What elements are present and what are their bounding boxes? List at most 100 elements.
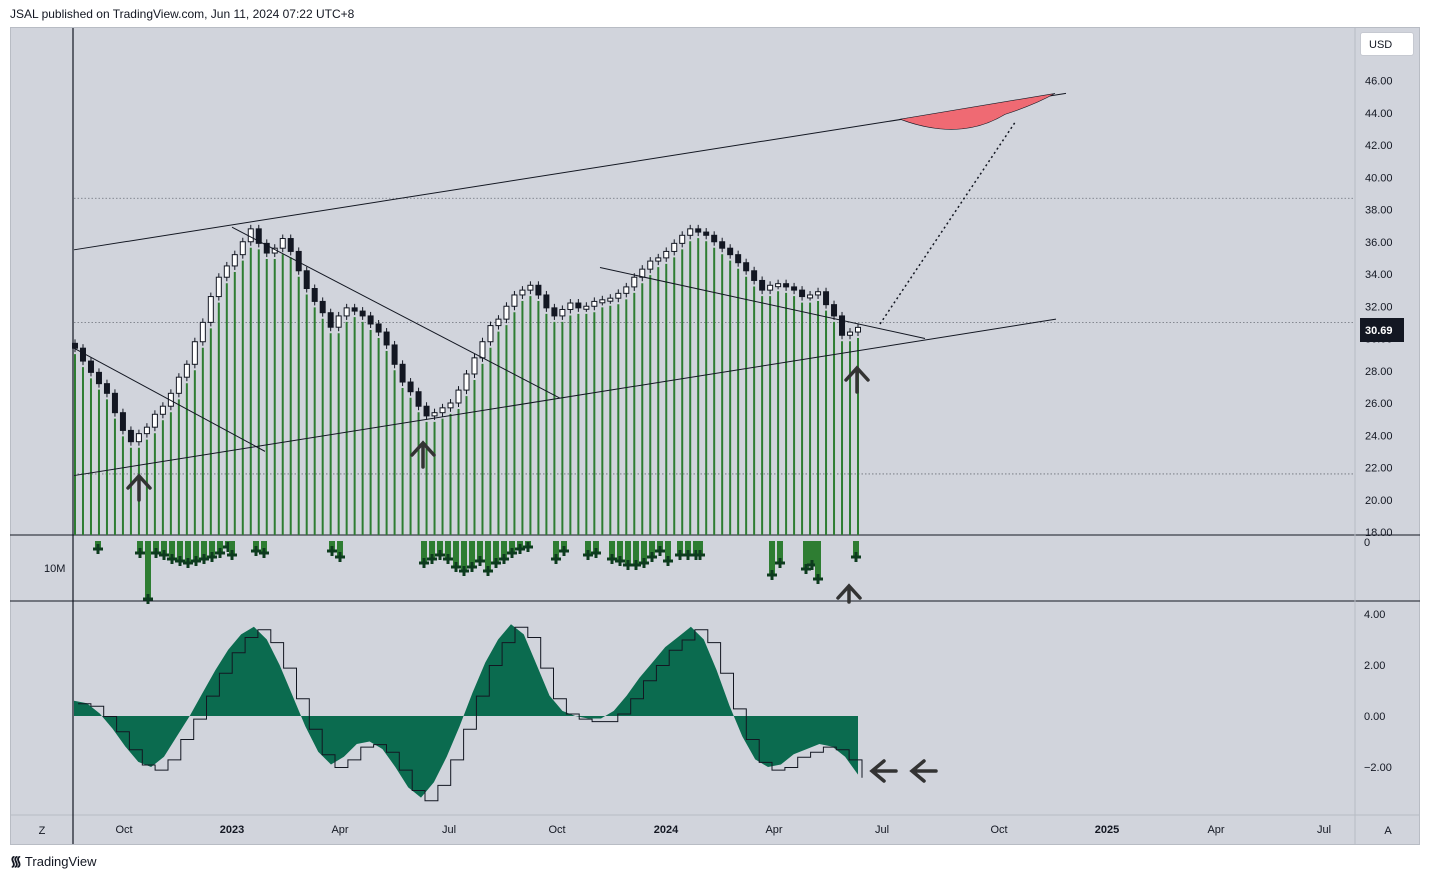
plus-marker-icon bbox=[591, 548, 601, 558]
time-axis-label: Oct bbox=[548, 824, 565, 836]
candle-up bbox=[583, 305, 590, 310]
candle-up bbox=[231, 254, 238, 267]
volume-histogram-bar bbox=[437, 541, 443, 555]
candle-down bbox=[751, 270, 758, 281]
left-arrow-icon bbox=[909, 759, 938, 783]
candle-down bbox=[119, 412, 126, 431]
volume-histogram-bar bbox=[769, 541, 775, 575]
currency-selector[interactable]: USD bbox=[1360, 32, 1414, 56]
volume-histogram-bar bbox=[665, 541, 671, 561]
candle-down bbox=[423, 405, 430, 417]
up-arrow-icon bbox=[844, 365, 870, 394]
candle-down bbox=[783, 283, 790, 288]
volume-histogram-bar bbox=[461, 541, 467, 571]
plus-marker-icon bbox=[227, 550, 237, 560]
volume-histogram-bar bbox=[337, 541, 343, 557]
candle-down bbox=[415, 391, 422, 407]
candle-down bbox=[79, 347, 86, 362]
target-zone bbox=[898, 93, 1056, 130]
oscillator-tick-label: 4.00 bbox=[1364, 609, 1385, 621]
candle-up bbox=[239, 241, 246, 256]
volume-histogram-bar bbox=[685, 541, 691, 555]
candle-down bbox=[743, 262, 750, 272]
candle-up bbox=[191, 341, 198, 365]
candle-up bbox=[687, 228, 694, 236]
tradingview-logo-icon: ᯾ bbox=[10, 853, 22, 869]
plus-marker-icon bbox=[851, 552, 861, 562]
volume-histogram-bar bbox=[193, 541, 199, 561]
plus-marker-icon bbox=[695, 550, 705, 560]
candle-up bbox=[607, 297, 614, 302]
candle-up bbox=[431, 412, 438, 417]
candle-down bbox=[303, 270, 310, 290]
price-tick-label: 20.00 bbox=[1365, 495, 1393, 507]
time-axis-label: Apr bbox=[331, 824, 348, 836]
candle-up bbox=[463, 373, 470, 391]
price-tick-label: 44.00 bbox=[1365, 108, 1393, 120]
volume-histogram-bar bbox=[501, 541, 507, 559]
plus-marker-icon bbox=[327, 546, 337, 556]
candle-down bbox=[87, 360, 94, 373]
up-arrow-icon bbox=[126, 473, 152, 502]
volume-histogram-bar bbox=[161, 541, 167, 555]
candle-up bbox=[847, 331, 854, 336]
candle-up bbox=[471, 357, 478, 375]
volume-histogram-bar bbox=[777, 541, 783, 563]
plus-marker-icon bbox=[663, 556, 673, 566]
candle-down bbox=[711, 234, 718, 243]
candle-down bbox=[551, 307, 558, 317]
time-axis-label: 2024 bbox=[654, 824, 679, 836]
publisher-caption: JSAL published on TradingView.com, Jun 1… bbox=[10, 7, 355, 21]
volume-histogram-bar bbox=[815, 541, 821, 579]
plus-marker-icon bbox=[607, 554, 617, 564]
plus-marker-icon bbox=[647, 552, 657, 562]
volume-histogram-bar bbox=[853, 541, 859, 557]
plus-marker-icon bbox=[491, 558, 501, 568]
plus-marker-icon bbox=[443, 554, 453, 564]
candle-up bbox=[135, 433, 142, 443]
zoom-button[interactable]: Z bbox=[39, 825, 46, 837]
candle-up bbox=[503, 305, 510, 320]
candle-up bbox=[767, 284, 774, 291]
time-axis-label: 2025 bbox=[1095, 824, 1119, 836]
candle-up bbox=[559, 308, 566, 317]
candle-down bbox=[823, 291, 830, 306]
candle-up bbox=[207, 296, 214, 323]
plus-marker-icon bbox=[655, 546, 665, 556]
volume-histogram-bar bbox=[803, 541, 809, 569]
volume-histogram-bar bbox=[217, 541, 223, 553]
candle-up bbox=[671, 242, 678, 252]
plus-marker-icon bbox=[483, 566, 493, 576]
volume-histogram-bar bbox=[493, 541, 499, 563]
oscillator-area bbox=[74, 624, 858, 798]
plus-marker-icon bbox=[199, 554, 209, 564]
time-axis-label: Apr bbox=[765, 824, 782, 836]
downtrend-line-1 bbox=[73, 347, 266, 452]
price-tick-label: 46.00 bbox=[1365, 76, 1393, 88]
candle-down bbox=[703, 231, 710, 236]
candle-down bbox=[383, 331, 390, 346]
plus-marker-icon bbox=[813, 574, 823, 584]
candle-down bbox=[791, 286, 798, 291]
last-price-badge bbox=[1360, 318, 1404, 342]
candle-up bbox=[487, 325, 494, 343]
auto-scale-button[interactable]: A bbox=[1384, 825, 1392, 837]
candle-up bbox=[183, 363, 190, 378]
volume-histogram-bar bbox=[485, 541, 491, 571]
candle-down bbox=[535, 284, 542, 296]
candle-up bbox=[655, 257, 662, 262]
candle-down bbox=[367, 315, 374, 325]
candle-up bbox=[615, 292, 622, 299]
candle-up bbox=[807, 294, 814, 299]
plus-marker-icon bbox=[335, 552, 345, 562]
candle-up bbox=[159, 405, 166, 415]
candle-up bbox=[567, 302, 574, 310]
candle-up bbox=[647, 260, 654, 270]
footer: ᯾ TradingView bbox=[10, 852, 96, 871]
plus-marker-icon bbox=[775, 558, 785, 568]
price-tick-label: 28.00 bbox=[1365, 366, 1393, 378]
plus-marker-icon bbox=[475, 556, 485, 566]
plus-marker-icon bbox=[523, 542, 533, 552]
volume-histogram-bar bbox=[585, 541, 591, 555]
